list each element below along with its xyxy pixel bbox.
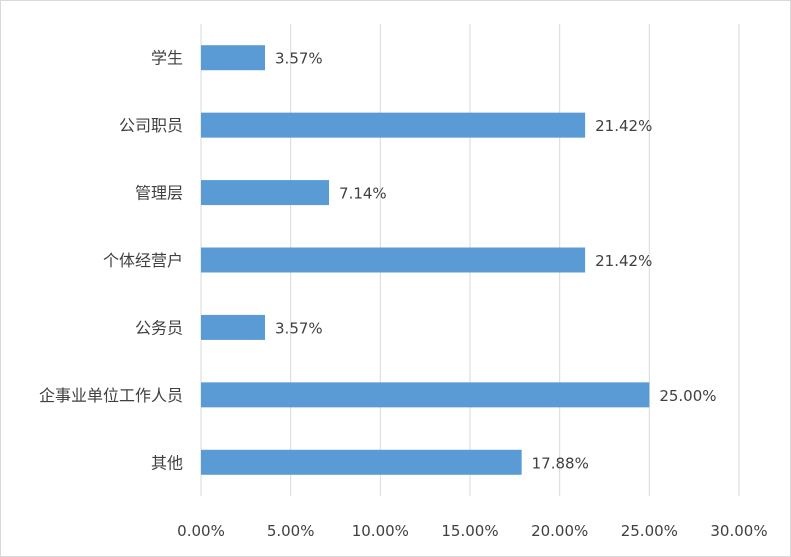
bar <box>201 449 522 475</box>
data-label: 17.88% <box>532 454 589 472</box>
bar <box>201 45 266 71</box>
bar <box>201 382 650 408</box>
category-label: 公务员 <box>135 318 183 337</box>
x-tick-label: 20.00% <box>531 522 588 540</box>
data-label: 25.00% <box>659 387 716 405</box>
bar <box>201 180 330 206</box>
category-label: 其他 <box>151 453 183 472</box>
category-label: 学生 <box>151 49 183 68</box>
data-label: 3.57% <box>275 319 323 337</box>
data-label: 21.42% <box>595 117 652 135</box>
gridlines <box>290 24 740 496</box>
labels: 0.00% 5.00% 10.00% 15.00% 20.00% 25.00% 30.00%… <box>39 49 768 540</box>
category-label: 管理层 <box>135 184 183 203</box>
bar <box>201 314 266 340</box>
data-label: 21.42% <box>595 252 652 270</box>
bar <box>201 247 586 273</box>
x-tick-label: 15.00% <box>441 522 498 540</box>
bar <box>201 112 586 138</box>
x-tick-label: 5.00% <box>267 522 315 540</box>
data-label: 7.14% <box>339 185 387 203</box>
category-label: 公司职员 <box>119 116 183 135</box>
bars <box>201 45 650 475</box>
category-label: 个体经营户 <box>103 251 183 270</box>
category-label: 企事业单位工作人员 <box>39 386 183 405</box>
x-tick-label: 30.00% <box>710 522 767 540</box>
x-tick-label: 25.00% <box>621 522 678 540</box>
data-label: 3.57% <box>275 50 323 68</box>
x-tick-label: 10.00% <box>352 522 409 540</box>
x-tick-label: 0.00% <box>177 522 225 540</box>
